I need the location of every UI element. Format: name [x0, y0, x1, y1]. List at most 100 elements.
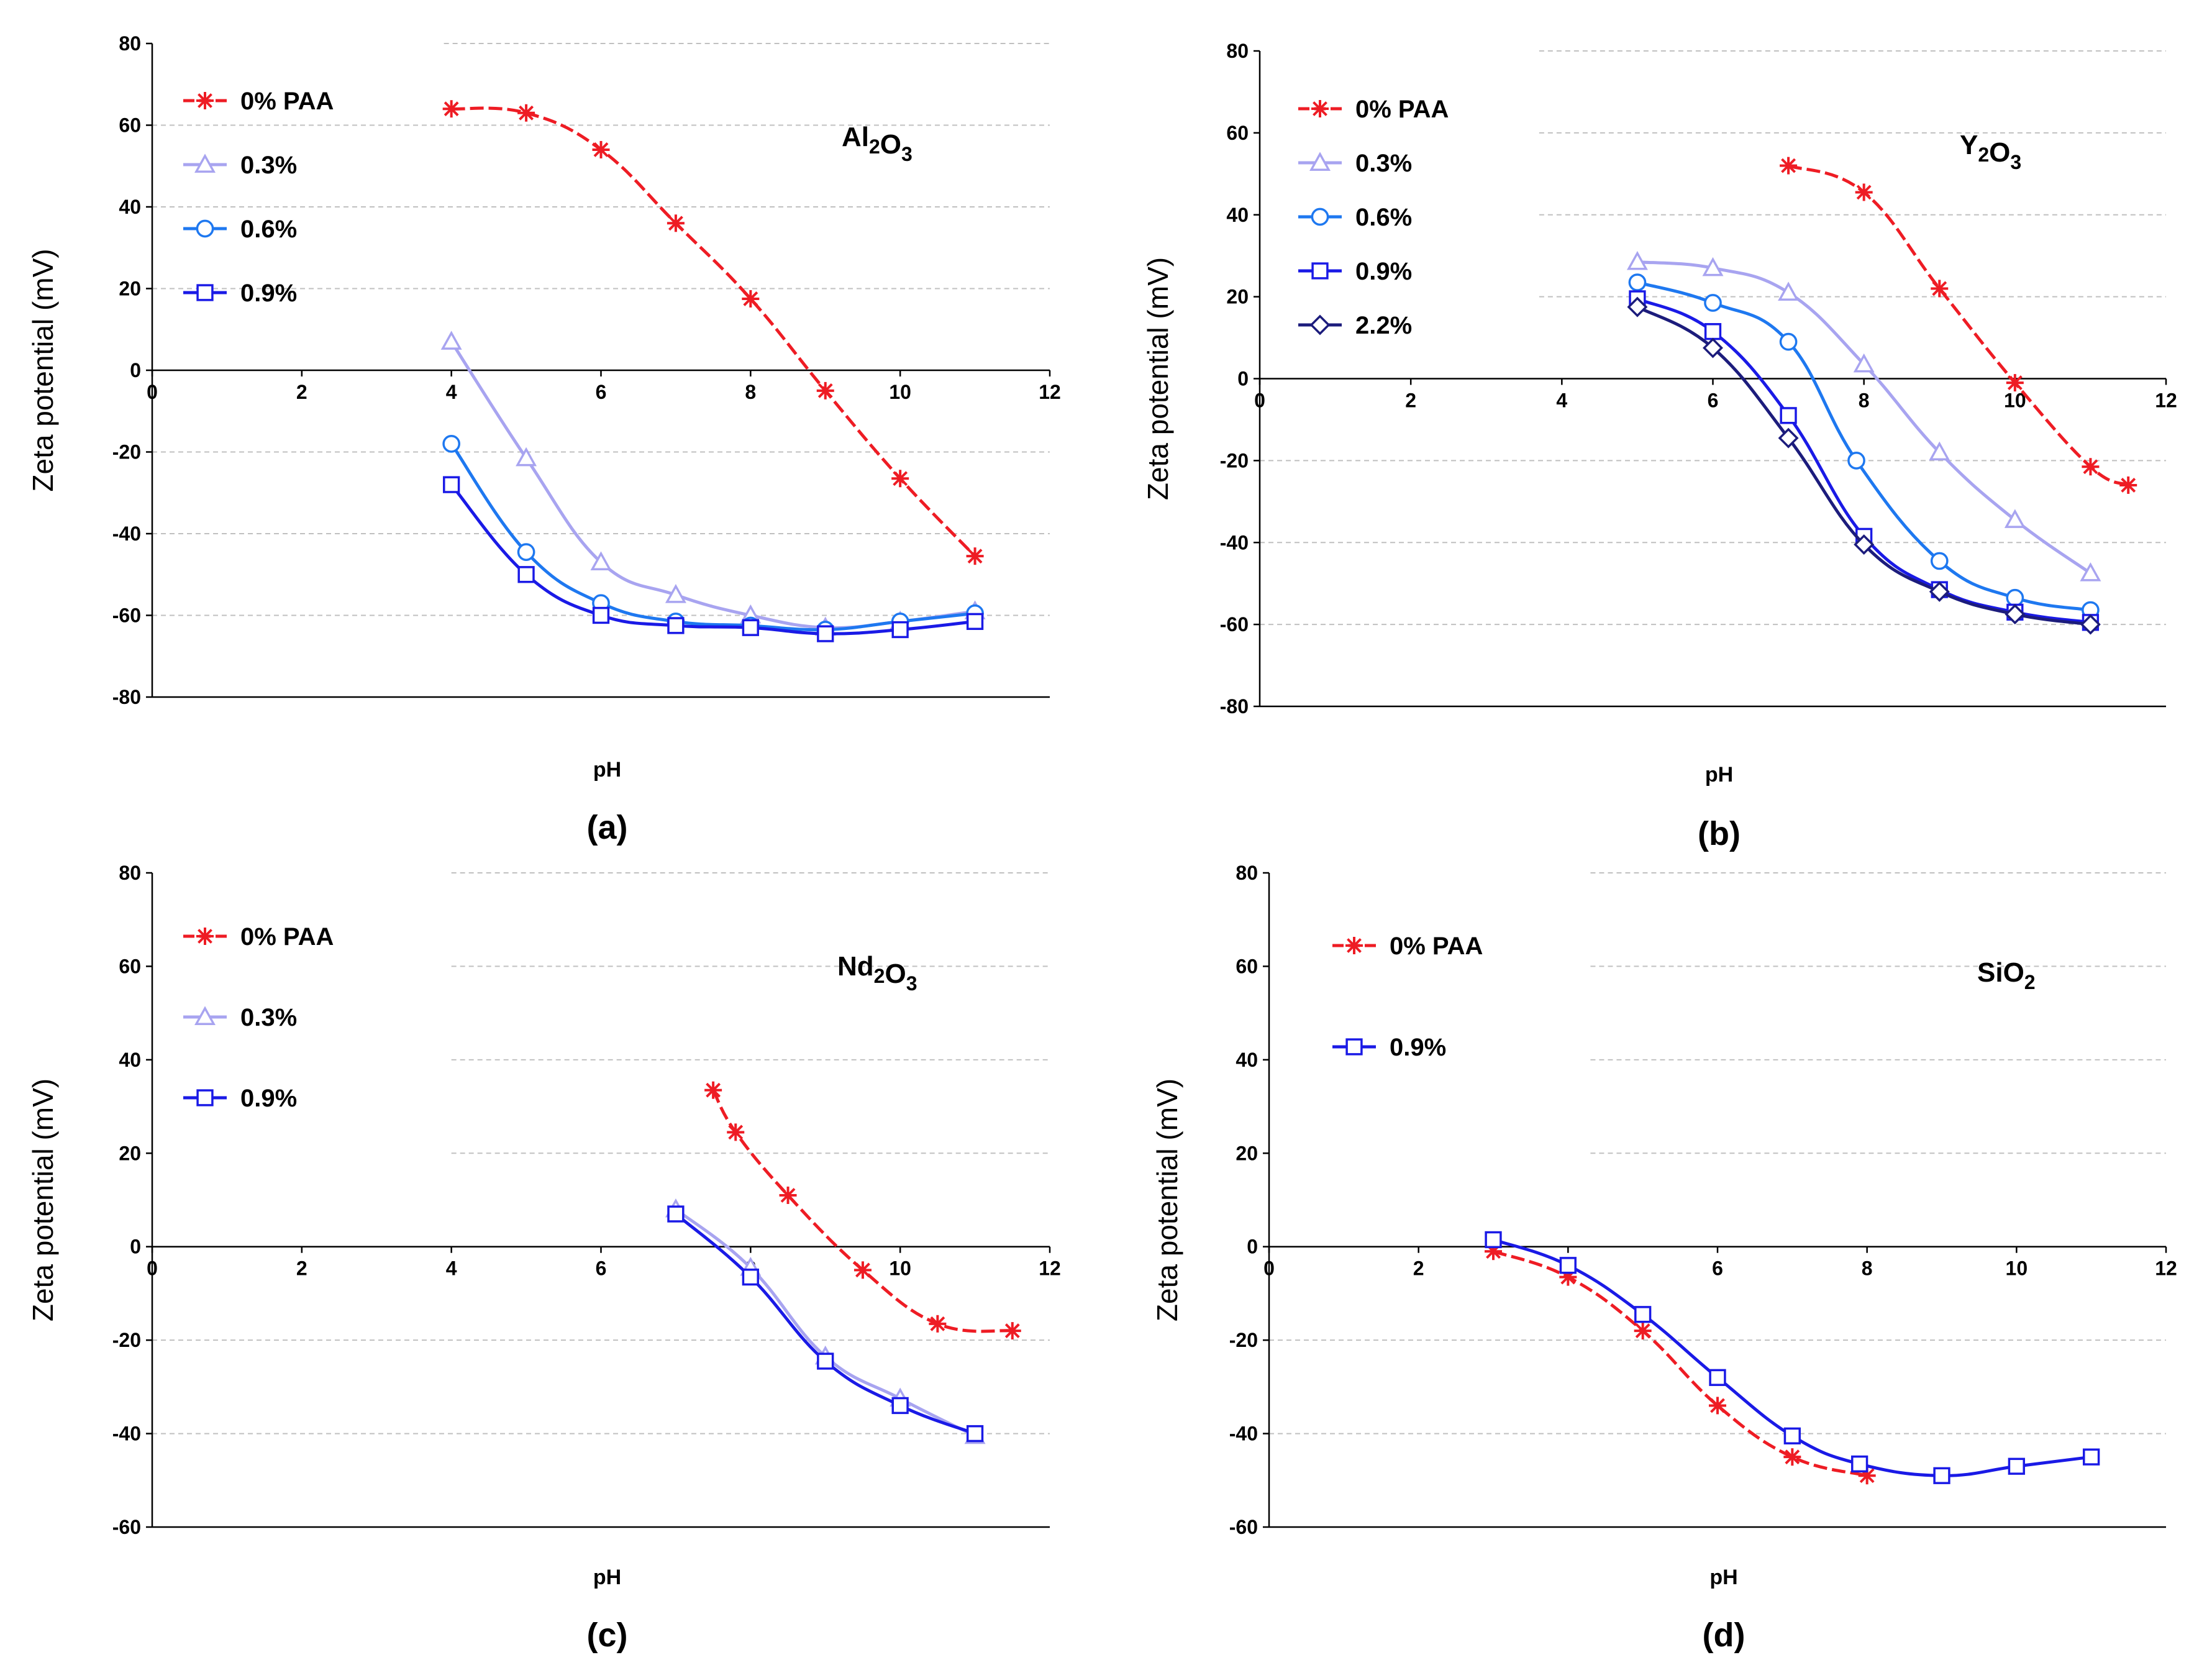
x-tick-label: 6: [596, 381, 607, 403]
y-tick-label: -40: [112, 1423, 141, 1445]
legend-marker: [196, 928, 214, 945]
y-tick-label: 80: [119, 862, 141, 884]
data-point: [2006, 374, 2024, 391]
legend-entry: 0.3%: [183, 1004, 297, 1031]
y-tick-label: 0: [130, 1236, 141, 1258]
legend-label: 0.3%: [240, 152, 297, 179]
legend-entry: 0.9%: [183, 1085, 297, 1112]
panel-label: (d): [1703, 1617, 1745, 1654]
data-point: [742, 290, 759, 308]
data-point: [1934, 1468, 1949, 1483]
y-axis-title: Zeta potential (mV): [27, 249, 59, 491]
y-tick-label: -80: [1220, 695, 1249, 718]
data-point: [1780, 284, 1797, 299]
legend-marker: [198, 285, 212, 300]
x-tick-label: 10: [889, 1257, 911, 1280]
data-point: [743, 1270, 758, 1285]
data-point: [2009, 1459, 2024, 1474]
series-line: [1788, 166, 2128, 485]
compound-element: O: [1989, 137, 2010, 168]
data-point: [2007, 590, 2023, 606]
legend-entry: 0.6%: [1298, 204, 1412, 231]
data-point: [854, 1261, 872, 1279]
y-tick-label: 40: [119, 1049, 141, 1071]
y-tick-label: 60: [1226, 122, 1249, 144]
compound-element: O: [885, 959, 906, 989]
x-axis-title: pH: [593, 1566, 621, 1589]
panel-label: (c): [587, 1617, 628, 1654]
data-point: [1785, 1428, 1800, 1443]
y-tick-label: -40: [1229, 1423, 1258, 1445]
data-point: [967, 547, 984, 565]
legend-label: 0.9%: [240, 280, 297, 307]
y-tick-label: 40: [1236, 1049, 1258, 1071]
data-point: [780, 1187, 797, 1204]
x-tick-label: 12: [2155, 390, 2177, 412]
compound-element: Nd: [837, 951, 874, 982]
y-tick-label: -40: [112, 522, 141, 545]
data-point: [2082, 565, 2099, 580]
x-tick-label: 10: [2006, 1257, 2028, 1280]
y-tick-label: 40: [1226, 204, 1249, 226]
legend-marker: [1312, 209, 1327, 224]
legend-marker: [1311, 316, 1329, 334]
data-point: [1636, 1307, 1650, 1322]
x-axis-title: pH: [593, 758, 621, 782]
y-tick-label: 60: [119, 114, 141, 137]
series-0-3-: [443, 333, 984, 634]
data-point: [517, 104, 535, 122]
y-tick-label: 40: [119, 196, 141, 218]
legend-entry: 0.3%: [1298, 150, 1412, 177]
data-point: [519, 567, 534, 582]
legend-marker: [1313, 263, 1327, 278]
y-tick-label: 20: [1226, 286, 1249, 308]
y-tick-label: -20: [112, 441, 141, 463]
compound-element: SiO: [1977, 957, 2024, 988]
y-tick-label: 20: [119, 278, 141, 300]
data-point: [2084, 1449, 2099, 1464]
legend-label: 0% PAA: [240, 923, 334, 951]
chart-panel: -80-60-40-200204060800 2 4 6 8 10 12Zeta poten…: [27, 32, 1061, 846]
data-point: [443, 100, 460, 117]
y-tick-label: -60: [112, 1516, 141, 1538]
x-tick-label: 8: [1859, 390, 1870, 412]
x-tick-label: 10: [889, 381, 911, 403]
data-point: [1004, 1322, 1021, 1339]
series-line: [1493, 1251, 1867, 1475]
y-tick-label: 0: [1237, 368, 1249, 390]
legend-entry: 0% PAA: [1298, 96, 1449, 123]
y-tick-label: -20: [1229, 1329, 1258, 1351]
x-tick-label: 2: [296, 1257, 307, 1280]
data-point: [1780, 334, 1796, 350]
data-point: [817, 382, 834, 399]
y-tick-label: -60: [112, 604, 141, 627]
data-point: [891, 470, 909, 487]
series-2-2-: [1629, 298, 2100, 633]
data-point: [594, 608, 609, 623]
legend-label: 0% PAA: [240, 88, 334, 115]
data-point: [668, 1206, 683, 1221]
series-line: [713, 1090, 1013, 1331]
compound-subscript: 3: [2010, 151, 2021, 173]
series-0-paa: [443, 100, 984, 565]
legend-marker: [196, 92, 214, 109]
legend-marker: [1345, 937, 1363, 954]
y-tick-label: 0: [1247, 1236, 1258, 1258]
legend-entry: 0.9%: [183, 280, 297, 307]
compound-subscript: 2: [869, 135, 880, 158]
legend-label: 0% PAA: [1355, 96, 1449, 123]
data-point: [1852, 1457, 1867, 1472]
data-point: [1931, 280, 1948, 297]
y-axis-title: Zeta potential (mV): [27, 1079, 59, 1321]
data-point: [1486, 1233, 1501, 1247]
legend-entry: 0.3%: [183, 152, 297, 179]
legend-entry: 0.6%: [183, 216, 297, 243]
data-point: [518, 544, 534, 560]
data-point: [1560, 1258, 1575, 1273]
panel-label: (a): [587, 809, 628, 846]
data-point: [1706, 324, 1721, 339]
y-tick-label: -40: [1220, 531, 1249, 554]
compound-label: Y2O3: [1960, 130, 2021, 173]
